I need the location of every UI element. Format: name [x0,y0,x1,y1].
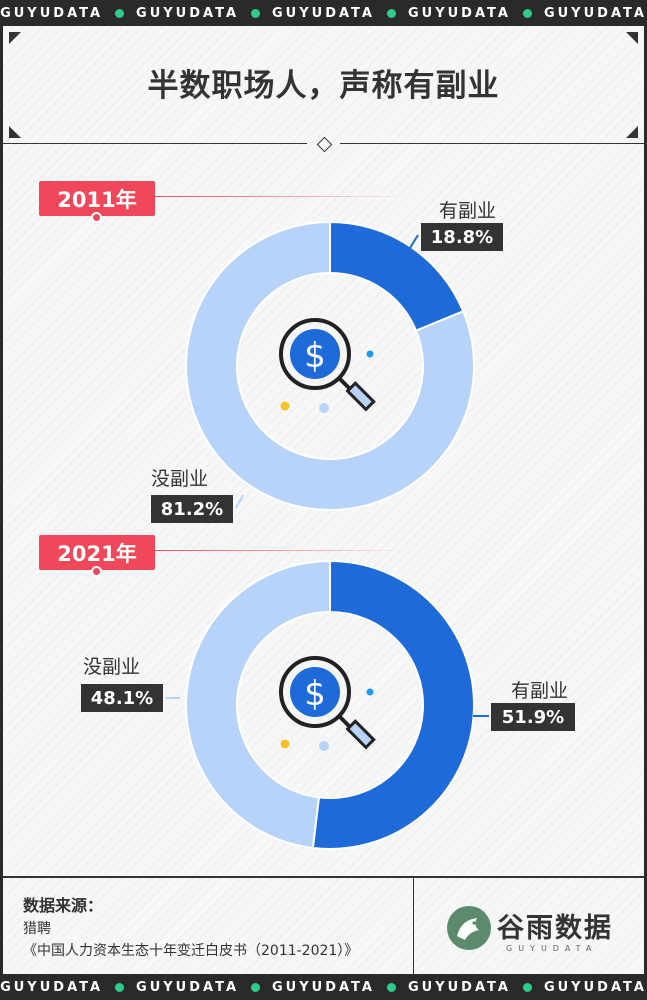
corner-mark-icon [626,126,638,138]
ticker-dot-icon [251,982,261,992]
infographic-card: 半数职场人，声称有副业 $ $ [3,26,644,974]
ticker-text: GUYUDATA [543,979,647,995]
page-title: 半数职场人，声称有副业 [147,68,500,104]
leader-line [235,494,244,509]
title-divider [340,143,644,144]
slice-value-no-side-job-2021: 48.1% [81,684,163,712]
leader-line [409,234,419,249]
source-line: 《中国人力资本生态十年变迁白皮书（2011-2021）》 [23,943,359,959]
corner-mark-icon [9,126,21,138]
donut-slice-has-side-job [311,559,475,850]
slice-value-no-side-job-2011: 81.2% [151,495,233,523]
slice-label-has-side-job-2021: 有副业 [511,680,569,702]
footer-divider [3,876,644,878]
donut-charts [166,220,489,850]
slice-label-no-side-job-2011: 没副业 [151,468,209,490]
slice-value-has-side-job-2021: 51.9% [491,703,575,731]
year-tag-line [153,550,413,551]
donut-slice-no-side-job [185,559,331,850]
donut-slice-no-side-job [185,220,475,511]
donut-chart-2021 [185,559,475,850]
year-tag-dot [91,212,102,223]
ticker-dot-icon [251,8,261,18]
corner-mark-icon [626,32,638,44]
slice-value-has-side-job-2011: 18.8% [421,223,503,251]
svg-text:$: $ [304,336,326,376]
ticker-text: GUYUDATA [0,5,104,21]
donut-chart-2011 [185,220,475,511]
slice-label-has-side-job-2011: 有副业 [439,200,497,222]
year-tag-dot [91,566,102,577]
logo-name: 谷雨数据 [497,913,613,944]
footer-vertical-divider [413,878,414,974]
top-ticker: GUYUDATA GUYUDATA GUYUDATA GUYUDATA GUYU… [0,0,647,26]
ticker-text: GUYUDATA [272,979,375,995]
ticker-dot-icon [386,982,396,992]
ticker-text: GUYUDATA [0,979,104,995]
dollar-magnifier-icon: $ $ [279,318,376,751]
title-divider [3,143,307,144]
ticker-dot-icon [522,982,532,992]
source-line: 猎聘 [23,921,51,937]
ticker-text: GUYUDATA [407,979,511,995]
ticker-dot-icon [522,8,532,18]
corner-mark-icon [9,32,21,44]
ticker-dot-icon [115,8,125,18]
slice-label-no-side-job-2021: 没副业 [83,656,141,678]
source-title: 数据来源： [23,896,104,915]
logo-subtitle: GUYUDATA [506,944,598,953]
ticker-dot-icon [115,982,125,992]
ticker-text: GUYUDATA [407,5,511,21]
ticker-text: GUYUDATA [136,5,240,21]
ticker-text: GUYUDATA [272,5,375,21]
bottom-ticker: GUYUDATA GUYUDATA GUYUDATA GUYUDATA GUYU… [0,974,647,1000]
ticker-text: GUYUDATA [543,5,647,21]
year-tag-line [153,196,413,197]
year-tag-2021: 2021年 [39,535,155,570]
bird-logo-icon [447,906,491,950]
svg-text:$: $ [304,674,326,714]
ticker-dot-icon [386,8,396,18]
ticker-text: GUYUDATA [136,979,240,995]
year-tag-2011: 2011年 [39,181,155,216]
